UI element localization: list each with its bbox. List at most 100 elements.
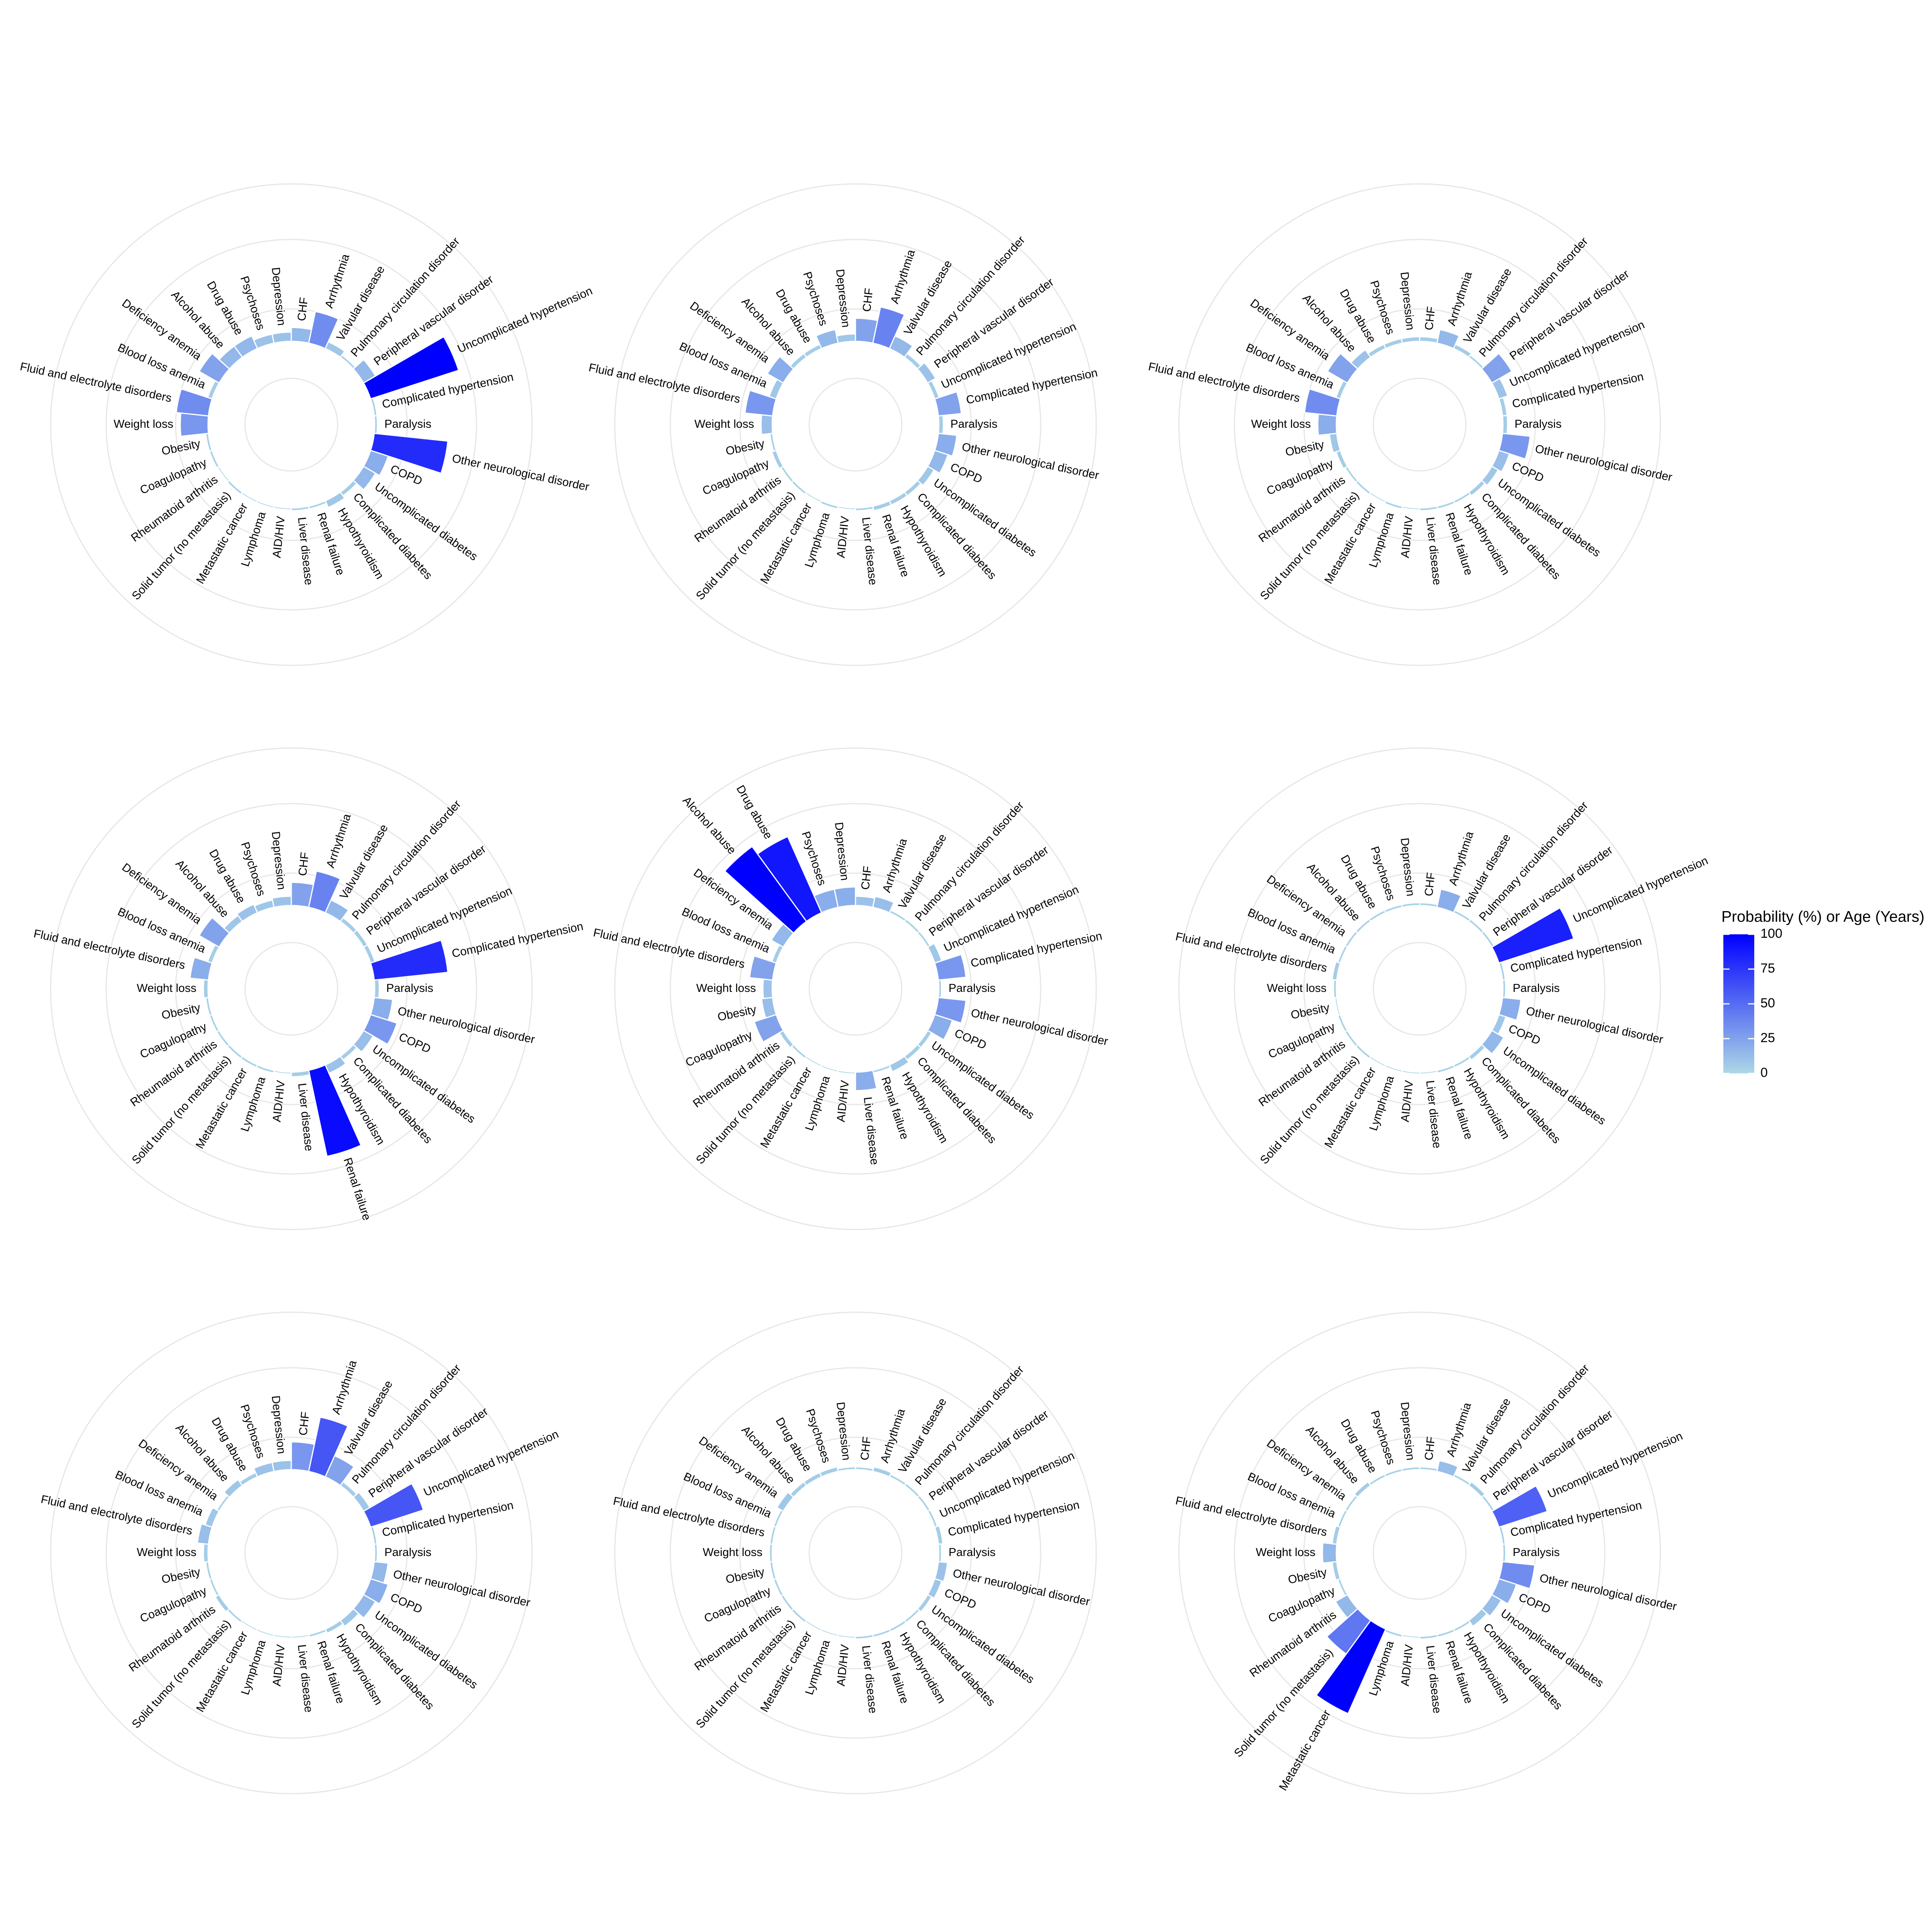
- bar: [291, 1070, 311, 1078]
- bar: [934, 1525, 944, 1545]
- category-label: Metastatic cancer: [1277, 1708, 1333, 1793]
- category-label: Obesity: [1290, 1001, 1331, 1022]
- bar: [373, 415, 378, 434]
- bar: [1355, 918, 1372, 934]
- category-label: Paralysis: [384, 1546, 432, 1559]
- bar: [271, 1459, 292, 1472]
- bar: [202, 1543, 209, 1563]
- bar: [1335, 449, 1349, 469]
- category-label: Liver disease: [295, 517, 315, 586]
- bar: [1468, 480, 1486, 497]
- bar: [253, 1461, 275, 1478]
- category-label: Alcohol abuse: [680, 794, 738, 857]
- grid-ring: [1303, 1436, 1536, 1670]
- bar: [1452, 344, 1472, 358]
- bar: [833, 886, 856, 908]
- bar: [927, 1509, 938, 1528]
- bar: [324, 1619, 344, 1634]
- bar: [903, 1608, 920, 1624]
- category-label: COPD: [388, 1591, 424, 1616]
- category-label: Arrhythmia: [880, 837, 910, 894]
- bar: [352, 1594, 376, 1619]
- bar: [339, 480, 358, 497]
- category-label: COPD: [952, 1027, 988, 1052]
- category-label: Arrhythmia: [1444, 1401, 1474, 1458]
- bar: [271, 895, 292, 908]
- category-label: Weight loss: [694, 418, 754, 430]
- bar: [216, 1494, 230, 1512]
- legend-tick-label: 100: [1760, 926, 1782, 941]
- grid-ring: [244, 942, 338, 1036]
- grid-ring: [1372, 378, 1467, 472]
- bar: [1384, 1064, 1403, 1073]
- bar: [803, 344, 823, 358]
- bar: [1384, 1468, 1403, 1478]
- bar: [308, 1628, 327, 1638]
- grid-ring: [1303, 308, 1536, 541]
- bar: [1353, 1481, 1372, 1498]
- bar: [771, 449, 784, 469]
- bar: [1337, 1014, 1349, 1033]
- category-label: AID/HIV: [270, 1644, 287, 1687]
- grid-ring: [50, 747, 533, 1230]
- grid-ring: [105, 803, 477, 1175]
- bar: [1452, 1619, 1471, 1633]
- category-label: Paralysis: [949, 1546, 996, 1559]
- category-label: Obesity: [724, 1565, 765, 1586]
- bar: [362, 1014, 398, 1045]
- category-label: Arrhythmia: [1447, 830, 1476, 887]
- bar: [352, 929, 369, 948]
- bar: [761, 997, 777, 1019]
- bar: [1304, 388, 1341, 417]
- category-label: COPD: [1510, 459, 1546, 485]
- grid-ring: [739, 308, 972, 541]
- bar: [1502, 415, 1509, 435]
- bar: [804, 1619, 823, 1632]
- bar: [197, 1523, 213, 1545]
- category-label: Arrhythmia: [324, 812, 354, 869]
- bar: [1344, 1029, 1359, 1048]
- bar: [273, 1634, 292, 1639]
- bar: [803, 1472, 823, 1486]
- bar: [1498, 396, 1508, 417]
- bar: [791, 480, 808, 495]
- bar: [1337, 1578, 1349, 1597]
- bar: [888, 1055, 910, 1073]
- grid-ring: [670, 239, 1041, 611]
- bar: [1384, 500, 1403, 510]
- category-label: Liver disease: [295, 1644, 315, 1713]
- grid-ring: [614, 1311, 1097, 1794]
- bar: [308, 311, 339, 349]
- category-label: Liver disease: [859, 517, 879, 586]
- grid-ring: [1234, 1367, 1605, 1739]
- category-label: Weight loss: [1267, 982, 1327, 995]
- category-label: Psychoses: [238, 1403, 267, 1460]
- bar: [1355, 1044, 1372, 1060]
- bar: [855, 1070, 878, 1092]
- bar: [1419, 902, 1439, 908]
- bar: [1334, 997, 1341, 1016]
- bar: [1331, 1525, 1341, 1545]
- bar: [204, 1507, 220, 1528]
- category-label: Paralysis: [1513, 1546, 1560, 1559]
- grid-ring: [1372, 1506, 1467, 1600]
- bar: [888, 909, 907, 922]
- bar: [1400, 336, 1420, 344]
- bar: [778, 1029, 794, 1049]
- bar: [1452, 1473, 1471, 1486]
- bar: [1355, 480, 1372, 495]
- bar: [1491, 449, 1510, 473]
- bar: [205, 1561, 213, 1580]
- bar: [872, 1064, 891, 1074]
- grid-ring: [244, 1506, 338, 1600]
- category-label: Weight loss: [137, 982, 197, 995]
- grid-ring: [614, 183, 1097, 666]
- bar: [789, 352, 808, 370]
- bar: [771, 944, 784, 964]
- bar: [773, 1509, 784, 1528]
- category-label: Depression: [833, 269, 852, 328]
- bar: [239, 1472, 259, 1486]
- bar: [1315, 1619, 1387, 1714]
- bar: [1481, 1029, 1505, 1055]
